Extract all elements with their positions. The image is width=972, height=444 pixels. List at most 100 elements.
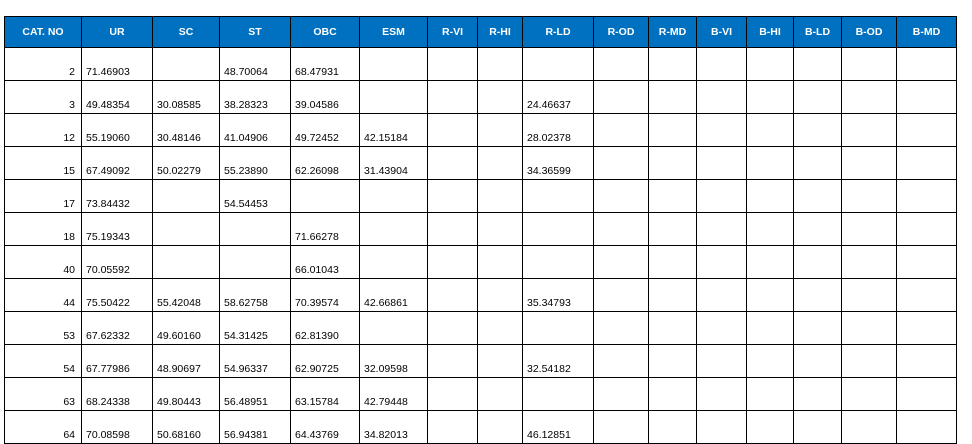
score-cell <box>793 113 842 147</box>
score-cell <box>746 311 794 345</box>
score-cell <box>793 212 842 246</box>
score-cell: 71.46903 <box>81 47 153 81</box>
score-cell <box>896 311 957 345</box>
score-cell <box>696 410 747 444</box>
score-cell <box>896 212 957 246</box>
cat-no-cell: 12 <box>4 113 82 147</box>
score-cell: 31.43904 <box>359 146 428 180</box>
column-header-sc: SC <box>152 16 220 48</box>
score-cell <box>648 344 697 378</box>
score-cell <box>522 47 594 81</box>
score-cell <box>841 245 897 279</box>
score-cell: 75.19343 <box>81 212 153 246</box>
score-cell <box>648 410 697 444</box>
score-cell <box>477 377 523 411</box>
score-cell <box>593 80 649 114</box>
score-cell: 42.15184 <box>359 113 428 147</box>
score-cell <box>522 311 594 345</box>
score-cell: 46.12851 <box>522 410 594 444</box>
cat-no-cell: 17 <box>4 179 82 213</box>
score-cell: 42.79448 <box>359 377 428 411</box>
column-header-st: ST <box>219 16 291 48</box>
table-row: 64 70.08598 50.68160 56.94381 64.43769 34.820… <box>4 410 957 444</box>
column-header-r-md: R-MD <box>648 16 697 48</box>
score-cell: 68.24338 <box>81 377 153 411</box>
cat-no-cell: 18 <box>4 212 82 246</box>
score-cell <box>841 113 897 147</box>
score-cell: 49.72452 <box>290 113 360 147</box>
cutoff-marks-table: CAT. NO UR SC ST OBC ESM R-VI R-HI R-LD R-OD R-MD B… <box>4 16 957 444</box>
score-cell <box>841 278 897 312</box>
score-cell <box>696 179 747 213</box>
score-cell: 39.04586 <box>290 80 360 114</box>
score-cell: 66.01043 <box>290 245 360 279</box>
column-header-r-hi: R-HI <box>477 16 523 48</box>
score-cell: 55.42048 <box>152 278 220 312</box>
score-cell <box>593 179 649 213</box>
score-cell: 30.48146 <box>152 113 220 147</box>
score-cell <box>648 47 697 81</box>
score-cell <box>648 179 697 213</box>
cat-no-cell: 44 <box>4 278 82 312</box>
score-cell <box>896 278 957 312</box>
table-row: 12 55.19060 30.48146 41.04906 49.72452 42.151… <box>4 113 957 147</box>
score-cell: 54.96337 <box>219 344 291 378</box>
score-cell <box>152 245 220 279</box>
score-cell <box>648 80 697 114</box>
score-cell <box>696 212 747 246</box>
score-cell: 62.90725 <box>290 344 360 378</box>
column-header-b-vi: B-VI <box>696 16 747 48</box>
score-cell <box>648 377 697 411</box>
cat-no-cell: 40 <box>4 245 82 279</box>
score-cell <box>290 179 360 213</box>
score-cell <box>359 179 428 213</box>
score-cell: 42.66861 <box>359 278 428 312</box>
score-cell <box>793 80 842 114</box>
score-cell <box>359 212 428 246</box>
column-header-cat-no: CAT. NO <box>4 16 82 48</box>
score-cell <box>793 377 842 411</box>
score-cell <box>593 377 649 411</box>
table-row: 3 49.48354 30.08585 38.28323 39.04586 24.4663… <box>4 80 957 114</box>
score-cell: 32.54182 <box>522 344 594 378</box>
score-cell <box>696 80 747 114</box>
table-body: 2 71.46903 48.70064 68.47931 3 49.48354 30.085… <box>4 47 957 444</box>
score-cell: 71.66278 <box>290 212 360 246</box>
score-cell <box>746 179 794 213</box>
score-cell: 30.08585 <box>152 80 220 114</box>
score-cell: 28.02378 <box>522 113 594 147</box>
table-row: 15 67.49092 50.02279 55.23890 62.26098 31.439… <box>4 146 957 180</box>
score-cell <box>841 80 897 114</box>
score-cell <box>648 311 697 345</box>
score-cell: 58.62758 <box>219 278 291 312</box>
score-cell <box>841 179 897 213</box>
score-cell: 49.48354 <box>81 80 153 114</box>
table-row: 54 67.77986 48.90697 54.96337 62.90725 32.095… <box>4 344 957 378</box>
score-cell <box>896 80 957 114</box>
table-row: 44 75.50422 55.42048 58.62758 70.39574 42.668… <box>4 278 957 312</box>
score-cell <box>793 146 842 180</box>
score-cell <box>696 245 747 279</box>
score-cell: 48.70064 <box>219 47 291 81</box>
column-header-obc: OBC <box>290 16 360 48</box>
score-cell: 67.62332 <box>81 311 153 345</box>
score-cell <box>522 179 594 213</box>
score-cell <box>427 146 478 180</box>
score-cell <box>359 311 428 345</box>
score-cell <box>593 212 649 246</box>
column-header-b-hi: B-HI <box>746 16 794 48</box>
score-cell <box>648 212 697 246</box>
header-row: CAT. NO UR SC ST OBC ESM R-VI R-HI R-LD R-OD R-MD B… <box>4 16 957 48</box>
score-cell <box>793 179 842 213</box>
column-header-ur: UR <box>81 16 153 48</box>
score-cell <box>522 245 594 279</box>
score-cell <box>427 344 478 378</box>
score-cell <box>477 212 523 246</box>
score-cell <box>648 245 697 279</box>
score-cell <box>427 377 478 411</box>
score-cell: 35.34793 <box>522 278 594 312</box>
cat-no-cell: 64 <box>4 410 82 444</box>
score-cell <box>593 344 649 378</box>
score-cell <box>746 80 794 114</box>
score-cell <box>793 47 842 81</box>
